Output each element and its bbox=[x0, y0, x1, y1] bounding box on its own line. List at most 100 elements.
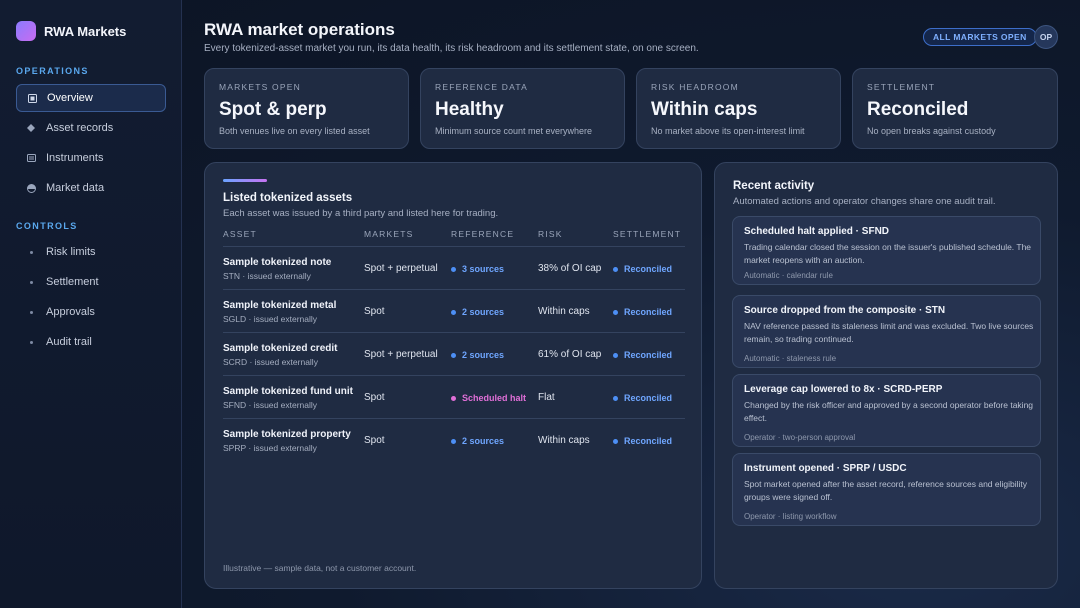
sidebar-item-label: Market data bbox=[46, 182, 105, 194]
settlement-label: Reconciled bbox=[624, 393, 673, 403]
sidebar-item-label: Risk limits bbox=[46, 246, 96, 258]
activity-title: Source dropped from the composite · STN bbox=[744, 305, 946, 316]
activity-description: Changed by the risk officer and approved… bbox=[744, 400, 1034, 423]
sidebar-item-label: Instruments bbox=[46, 152, 104, 164]
settlement-label: Reconciled bbox=[624, 350, 673, 360]
risk-cell: Flat bbox=[538, 392, 555, 403]
status-dot-icon bbox=[613, 352, 618, 358]
stat-label: REFERENCE DATA bbox=[435, 82, 528, 92]
avatar[interactable]: OP bbox=[1034, 25, 1058, 49]
settlement-label: Reconciled bbox=[624, 307, 673, 317]
risk-cell: 61% of OI cap bbox=[538, 349, 602, 360]
activity-title: Instrument opened · SPRP / USDC bbox=[744, 463, 907, 474]
stat-note: No market above its open-interest limit bbox=[651, 126, 805, 136]
asset-name: Sample tokenized fund unit bbox=[223, 386, 354, 397]
reference-badge: Scheduled halt bbox=[451, 393, 526, 403]
risk-cell: Within caps bbox=[538, 306, 590, 317]
activity-title: Leverage cap lowered to 8x · SCRD-PERP bbox=[744, 384, 943, 395]
settlement-label: Reconciled bbox=[624, 436, 673, 446]
stat-note: Minimum source count met everywhere bbox=[435, 126, 593, 136]
activity-meta: Operator · two-person approval bbox=[744, 433, 856, 442]
status-dot-icon bbox=[613, 266, 618, 272]
sidebar-item-instruments[interactable]: Instruments bbox=[16, 144, 166, 172]
stat-label: SETTLEMENT bbox=[867, 82, 936, 92]
settlement-badge: Reconciled bbox=[613, 307, 672, 317]
brand[interactable]: RWA Markets bbox=[16, 20, 126, 42]
sidebar-item-label: Audit trail bbox=[46, 336, 92, 348]
brand-name: RWA Markets bbox=[44, 23, 127, 39]
stat-value: Spot & perp bbox=[219, 99, 327, 120]
column-header-settlement: SETTLEMENT bbox=[613, 229, 682, 239]
column-header-markets: MARKETS bbox=[364, 229, 414, 239]
stat-value: Healthy bbox=[435, 99, 504, 120]
asset-name: Sample tokenized note bbox=[223, 257, 332, 268]
table-row[interactable]: Sample tokenized credit SCRD · issued ext… bbox=[223, 332, 685, 375]
status-dot-icon bbox=[451, 309, 456, 315]
assets-panel: Listed tokenized assets Each asset was i… bbox=[204, 162, 702, 589]
activity-panel: Recent activity Automated actions and op… bbox=[714, 162, 1058, 589]
activity-meta: Automatic · calendar rule bbox=[744, 271, 833, 280]
reference-badge: 3 sources bbox=[451, 264, 504, 274]
stat-note: No open breaks against custody bbox=[867, 126, 996, 136]
status-dot-icon bbox=[451, 438, 456, 444]
sidebar-item-market-data[interactable]: Market data bbox=[16, 174, 166, 202]
stat-card-risk-headroom: RISK HEADROOM Within caps No market abov… bbox=[636, 68, 841, 149]
stat-note: Both venues live on every listed asset bbox=[219, 126, 370, 136]
asset-name: Sample tokenized property bbox=[223, 429, 351, 440]
sidebar-item-audit-trail[interactable]: Audit trail bbox=[16, 328, 166, 356]
status-dot-icon bbox=[451, 352, 456, 358]
accent-bar bbox=[223, 179, 267, 182]
status-dot-icon bbox=[613, 395, 618, 401]
reference-label: 2 sources bbox=[462, 350, 505, 360]
activity-title: Recent activity bbox=[733, 180, 815, 192]
sidebar-item-overview[interactable]: Overview bbox=[16, 84, 166, 112]
activity-card[interactable]: Source dropped from the composite · STN N… bbox=[732, 295, 1041, 368]
settlement-badge: Reconciled bbox=[613, 350, 672, 360]
asset-ticker: SCRD · issued externally bbox=[223, 357, 318, 367]
table-row[interactable]: Sample tokenized fund unit SFND · issued … bbox=[223, 375, 685, 418]
risk-cell: 38% of OI cap bbox=[538, 263, 602, 274]
table-row[interactable]: Sample tokenized note STN · issued extern… bbox=[223, 246, 685, 289]
activity-card[interactable]: Leverage cap lowered to 8x · SCRD-PERP Ch… bbox=[732, 374, 1041, 447]
asset-ticker: SGLD · issued externally bbox=[223, 314, 318, 324]
column-header-asset: ASSET bbox=[223, 229, 257, 239]
sidebar-item-asset-records[interactable]: Asset records bbox=[16, 114, 166, 142]
settlement-badge: Reconciled bbox=[613, 393, 672, 403]
database-icon bbox=[16, 183, 46, 193]
activity-meta: Operator · listing workflow bbox=[744, 512, 837, 521]
assets-subtitle: Each asset was issued by a third party a… bbox=[223, 208, 499, 219]
activity-subtitle: Automated actions and operator changes s… bbox=[733, 196, 996, 207]
sidebar: RWA Markets OPERATIONS Overview Asset re… bbox=[0, 0, 182, 608]
settlement-badge: Reconciled bbox=[613, 264, 672, 274]
activity-description: Spot market opened after the asset recor… bbox=[744, 479, 1028, 502]
sidebar-item-label: Asset records bbox=[46, 122, 114, 134]
column-header-risk: RISK bbox=[538, 229, 563, 239]
nav-section-controls: CONTROLS bbox=[16, 221, 78, 231]
status-badge[interactable]: ALL MARKETS OPEN bbox=[923, 28, 1037, 46]
activity-card[interactable]: Instrument opened · SPRP / USDC Spot mark… bbox=[732, 453, 1041, 526]
settlement-badge: Reconciled bbox=[613, 436, 672, 446]
settlement-label: Reconciled bbox=[624, 264, 673, 274]
sidebar-item-risk-limits[interactable]: Risk limits bbox=[16, 238, 166, 266]
markets-cell: Spot bbox=[364, 435, 385, 446]
sidebar-item-approvals[interactable]: Approvals bbox=[16, 298, 166, 326]
sidebar-item-settlement[interactable]: Settlement bbox=[16, 268, 166, 296]
stat-label: RISK HEADROOM bbox=[651, 82, 739, 92]
sidebar-item-label: Overview bbox=[47, 92, 93, 104]
status-dot-icon bbox=[613, 438, 618, 444]
markets-cell: Spot + perpetual bbox=[364, 349, 438, 360]
activity-card[interactable]: Scheduled halt applied · SFND Trading cal… bbox=[732, 216, 1041, 285]
stat-value: Reconciled bbox=[867, 99, 969, 120]
brand-logo-icon bbox=[16, 21, 36, 41]
list-icon bbox=[16, 154, 46, 162]
asset-name: Sample tokenized credit bbox=[223, 343, 338, 354]
sidebar-item-label: Settlement bbox=[46, 276, 99, 288]
table-row[interactable]: Sample tokenized metal SGLD · issued exte… bbox=[223, 289, 685, 332]
page-subtitle: Every tokenized-asset market you run, it… bbox=[204, 43, 699, 54]
reference-badge: 2 sources bbox=[451, 436, 504, 446]
bullet-icon bbox=[16, 280, 46, 284]
risk-cell: Within caps bbox=[538, 435, 590, 446]
sidebar-item-label: Approvals bbox=[46, 306, 95, 318]
table-row[interactable]: Sample tokenized property SPRP · issued e… bbox=[223, 418, 685, 461]
